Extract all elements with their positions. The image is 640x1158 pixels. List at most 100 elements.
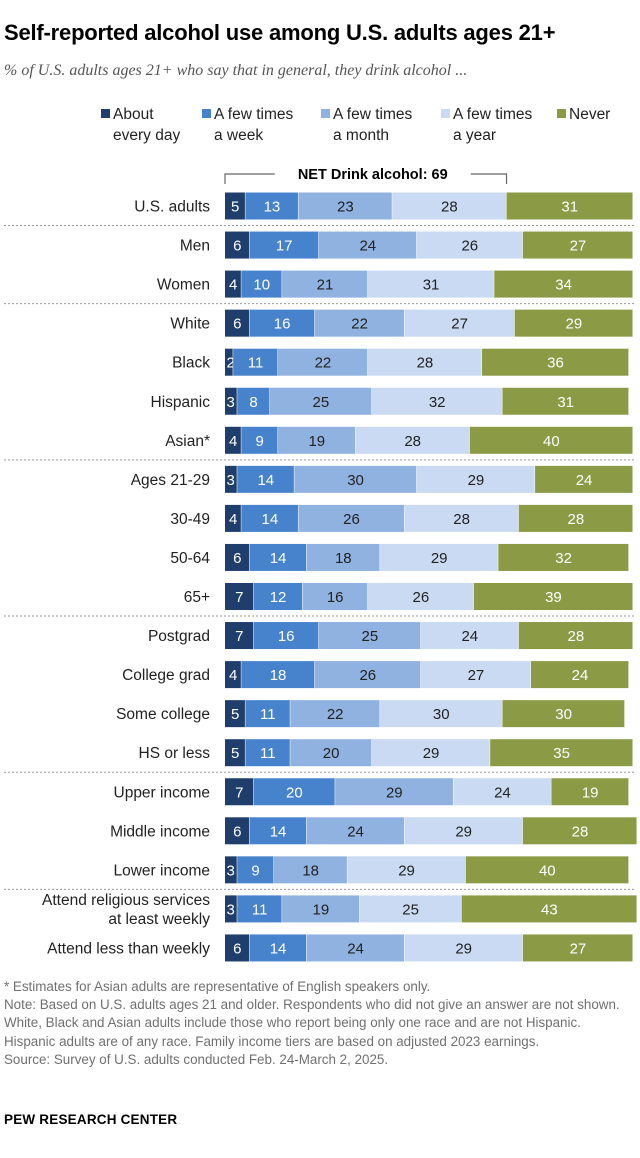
data-label: 14 [257,472,274,489]
bar-segment [249,309,315,337]
bar-segment [420,661,531,689]
data-label: 32 [555,550,572,567]
bar-segment [241,504,299,532]
bar-segment [506,192,633,220]
data-label: 9 [251,862,259,879]
bar-segment [371,739,491,767]
data-label: 7 [235,589,243,606]
bar-segment [518,622,633,650]
bar-segment [420,622,519,650]
data-label: 18 [302,862,319,879]
legend-label: Never [569,106,610,123]
bar-segment [253,583,303,610]
bar-segment [522,231,633,259]
bar-segment [249,817,307,845]
data-label: 26 [359,667,376,684]
category-label: Black [172,355,210,372]
data-label: 10 [253,277,270,294]
bar-segment [225,739,246,767]
data-label: 27 [451,316,468,333]
category-label: Ages 21-29 [131,472,210,489]
data-label: 30 [555,706,572,723]
bar-segment [535,465,633,493]
data-label: 28 [572,823,589,840]
data-label: 22 [351,316,368,333]
data-label: 26 [461,238,478,255]
bar-segment [269,387,372,415]
bar-segment [355,426,470,454]
methodology-note: Note: Based on U.S. adults ages 21 and o… [4,997,620,1049]
data-label: 29 [455,823,472,840]
bar-segment [461,895,638,923]
bar-segment [416,231,523,259]
bar-segment [241,270,283,298]
bar-segment [306,934,405,962]
data-label: 24 [347,940,364,957]
data-label: 29 [455,940,472,957]
bar-segment [245,739,291,767]
data-label: 23 [337,199,354,216]
bar-segment [233,348,279,376]
bar-segment [298,192,393,220]
data-label: 22 [327,706,344,723]
data-label: 6 [233,550,241,567]
data-label: 24 [359,238,376,255]
data-label: 29 [398,862,415,879]
bar-segment [404,934,523,962]
category-label: Hispanic [151,394,211,411]
data-label: 16 [278,628,295,645]
bar-segment [225,856,238,884]
data-label: 31 [423,277,440,294]
data-label: 14 [262,511,279,528]
bar-segment [249,543,307,571]
bar-segment [404,504,519,532]
chart-notes: * Estimates for Asian adults are represe… [4,978,632,1069]
data-label: 34 [555,277,572,294]
source-note: Source: Survey of U.S. adults conducted … [4,1051,389,1067]
category-label: College grad [122,667,210,684]
bar-segment [225,583,254,610]
data-label: 19 [313,901,330,918]
data-label: 40 [539,862,556,879]
bar-segment [490,739,633,767]
data-label: 26 [412,589,429,606]
data-label: 4 [229,511,237,528]
bar-segment [367,270,495,298]
legend-label: A few times [333,106,412,123]
bar-segment [225,934,250,962]
data-label: 17 [276,238,293,255]
data-label: 4 [229,277,237,294]
bar-segment [531,661,629,689]
data-label: 28 [404,433,421,450]
bar-segment [237,387,270,415]
data-label: 3 [227,472,235,489]
bar-segment [249,934,307,962]
data-label: 14 [270,550,287,567]
bar-segment [522,817,638,845]
data-label: 39 [545,589,562,606]
bar-segment [282,895,360,923]
chart-title: Self-reported alcohol use among U.S. adu… [4,20,556,45]
bar-segment [392,192,507,220]
category-label: Lower income [114,862,211,879]
data-label: 25 [402,901,419,918]
bar-segment [225,309,250,337]
bar-segment [290,700,381,728]
data-label: 29 [431,550,448,567]
chart-subtitle: % of U.S. adults ages 21+ who say that i… [4,62,468,79]
legend-swatch [202,109,211,118]
data-label: 27 [570,940,587,957]
legend-label: A few times [453,106,532,123]
data-label: 28 [417,355,434,372]
data-label: 24 [461,628,478,645]
bar-segment [225,348,234,376]
data-label: 20 [286,784,303,801]
bar-segment [347,856,466,884]
bar-segment [473,583,633,610]
category-label: White [170,316,210,333]
bar-segment [225,426,242,454]
bar-segment [253,778,336,806]
bar-segment [282,270,368,298]
data-label: 30 [347,472,364,489]
data-label: 14 [270,940,287,957]
